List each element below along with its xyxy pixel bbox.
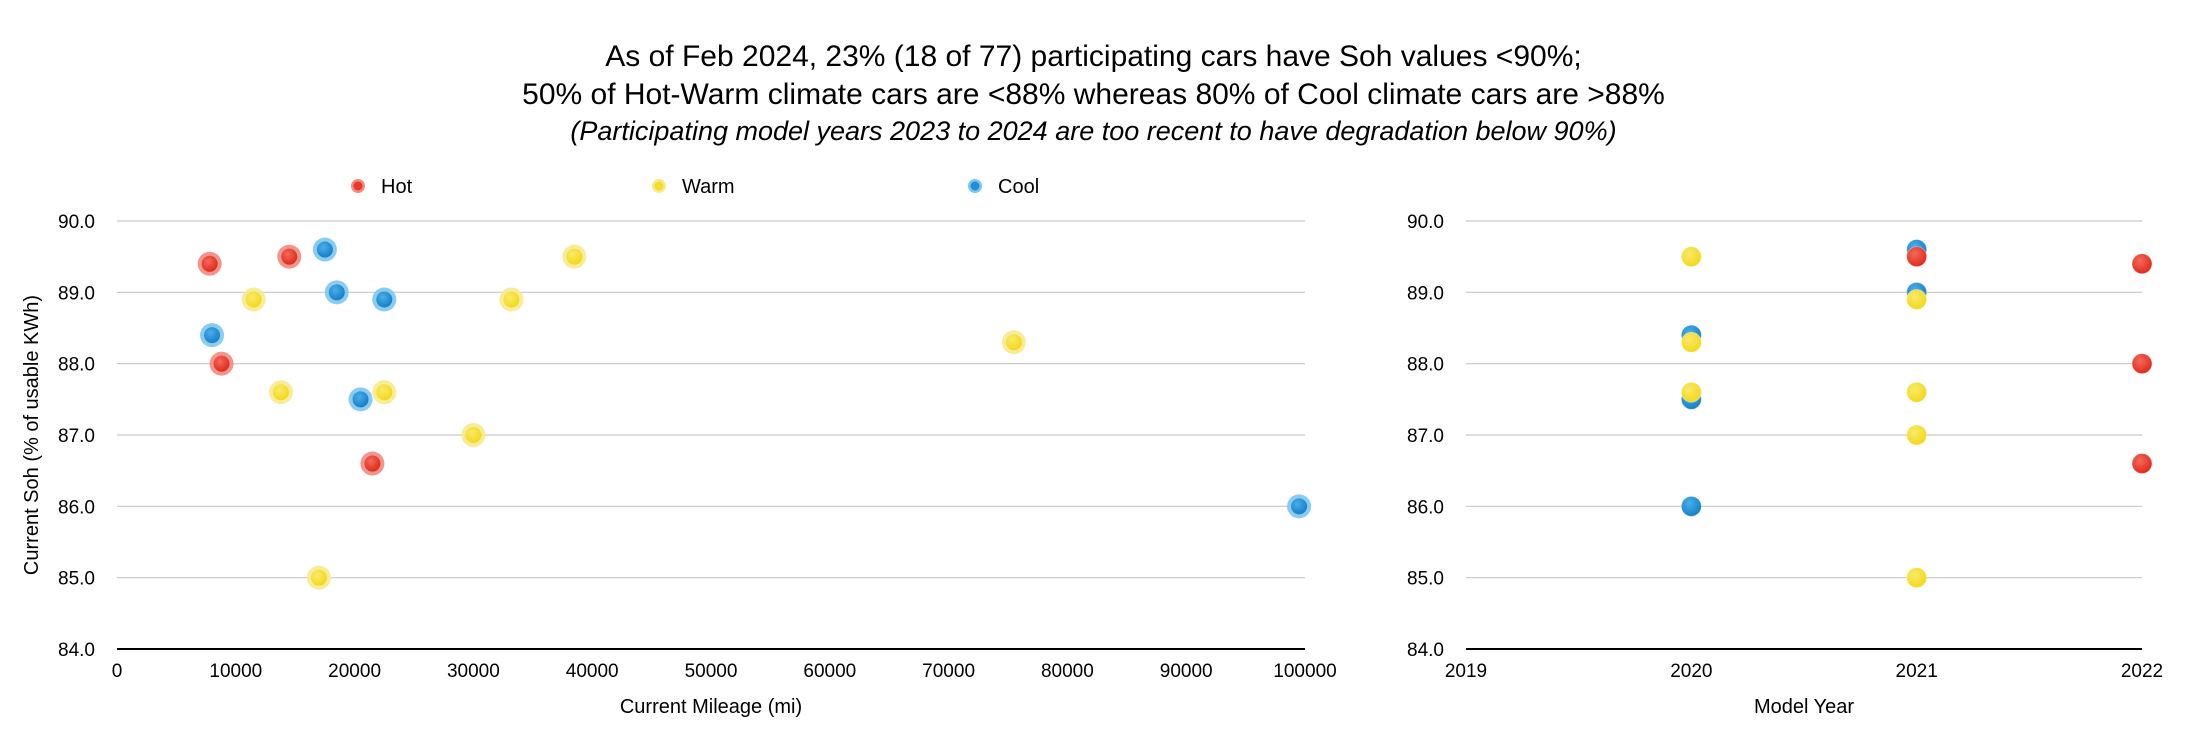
data-point-cool: [316, 241, 333, 258]
x-tick-label: 90000: [1160, 661, 1213, 682]
data-point-warm: [272, 384, 289, 401]
data-point-cool: [1680, 495, 1702, 517]
y-tick-label: 89.0: [58, 283, 95, 304]
data-point-cool: [1291, 498, 1308, 515]
y-tick-label: 90.0: [58, 212, 95, 233]
y-tick-label: 84.0: [1407, 640, 1444, 661]
y-tick-label: 86.0: [58, 497, 95, 518]
data-point-hot: [2131, 253, 2153, 275]
data-point-warm: [376, 384, 393, 401]
data-point-warm: [245, 291, 262, 308]
chart-title-line-1: As of Feb 2024, 23% (18 of 77) participa…: [605, 40, 1582, 73]
data-point-cool: [328, 284, 345, 301]
y-tick-label: 84.0: [58, 640, 95, 661]
data-point-warm: [1680, 381, 1702, 403]
y-tick-label: 87.0: [1407, 426, 1444, 447]
x-tick-label: 2022: [2121, 661, 2163, 682]
series-warm: [1680, 246, 1928, 589]
legend-marker-core: [970, 181, 980, 191]
series-cool: [200, 237, 1312, 519]
model-year-scatter-chart: 84.0 85.0 86.0 87.0 88.0 89.0 90.0 2019 2020 2021…: [1407, 212, 2163, 718]
data-point-cool: [376, 291, 393, 308]
data-point-warm: [1680, 246, 1702, 268]
x-tick-label: 2019: [1445, 661, 1487, 682]
legend-marker-core: [353, 181, 363, 191]
data-point-warm: [465, 427, 482, 443]
legend-item-warm: Warm: [652, 176, 735, 198]
data-point-hot: [1906, 246, 1928, 268]
data-point-warm: [1680, 331, 1702, 353]
legend-label: Warm: [682, 176, 735, 198]
series-hot: [197, 244, 385, 476]
y-tick-label: 89.0: [1407, 283, 1444, 304]
series-cool: [1680, 239, 1928, 517]
chart-subtitle: (Participating model years 2023 to 2024 …: [570, 116, 1617, 146]
x-tick-label: 50000: [685, 661, 738, 682]
data-point-warm: [566, 248, 583, 265]
x-axis-title: Model Year: [1754, 696, 1854, 718]
data-point-warm: [310, 569, 327, 586]
legend-label: Cool: [998, 176, 1039, 198]
legend-label: Hot: [381, 176, 413, 198]
x-tick-label: 60000: [803, 661, 856, 682]
legend-marker-core: [654, 181, 664, 191]
y-tick-label: 85.0: [1407, 569, 1444, 590]
data-point-hot: [281, 248, 298, 265]
x-tick-label: 0: [112, 661, 123, 682]
y-tick-label: 88.0: [1407, 355, 1444, 376]
x-tick-label: 80000: [1041, 661, 1094, 682]
x-tick-label: 40000: [566, 661, 619, 682]
y-tick-label: 86.0: [1407, 497, 1444, 518]
data-point-cool: [204, 327, 221, 344]
data-point-warm: [1906, 288, 1928, 310]
data-point-hot: [201, 255, 218, 272]
x-tick-label: 10000: [209, 661, 262, 682]
x-tick-label: 30000: [447, 661, 500, 682]
data-point-hot: [364, 455, 381, 472]
data-point-hot: [2131, 353, 2153, 375]
data-point-warm: [1906, 567, 1928, 589]
series-warm: [241, 244, 1026, 590]
y-tick-label: 90.0: [1407, 212, 1444, 233]
y-tick-label: 88.0: [58, 355, 95, 376]
data-point-hot: [213, 355, 230, 372]
legend: Hot Warm Cool: [351, 176, 1039, 198]
x-tick-label: 20000: [328, 661, 381, 682]
y-tick-label: 85.0: [58, 569, 95, 590]
data-point-warm: [1906, 381, 1928, 403]
data-point-warm: [503, 291, 520, 308]
mileage-scatter-chart: 84.0 85.0 86.0 87.0 88.0 89.0 90.0 0 10000 20000 3…: [21, 212, 1337, 718]
series-hot: [1906, 246, 2153, 475]
y-axis-title: Current Soh (% of usable KWh): [21, 295, 43, 575]
data-point-cool: [352, 391, 369, 408]
x-tick-label: 2021: [1896, 661, 1938, 682]
x-tick-label: 2020: [1670, 661, 1712, 682]
x-tick-label: 70000: [922, 661, 975, 682]
legend-item-cool: Cool: [968, 176, 1039, 198]
x-tick-label: 100000: [1273, 661, 1336, 682]
data-point-hot: [2131, 453, 2153, 475]
chart-title-line-2: 50% of Hot-Warm climate cars are <88% wh…: [522, 78, 1665, 111]
y-tick-label: 87.0: [58, 426, 95, 447]
legend-item-hot: Hot: [351, 176, 413, 198]
data-point-warm: [1906, 424, 1928, 446]
data-point-warm: [1005, 334, 1022, 351]
chart-title-block: As of Feb 2024, 23% (18 of 77) participa…: [0, 38, 2187, 148]
x-axis-title: Current Mileage (mi): [620, 696, 802, 718]
